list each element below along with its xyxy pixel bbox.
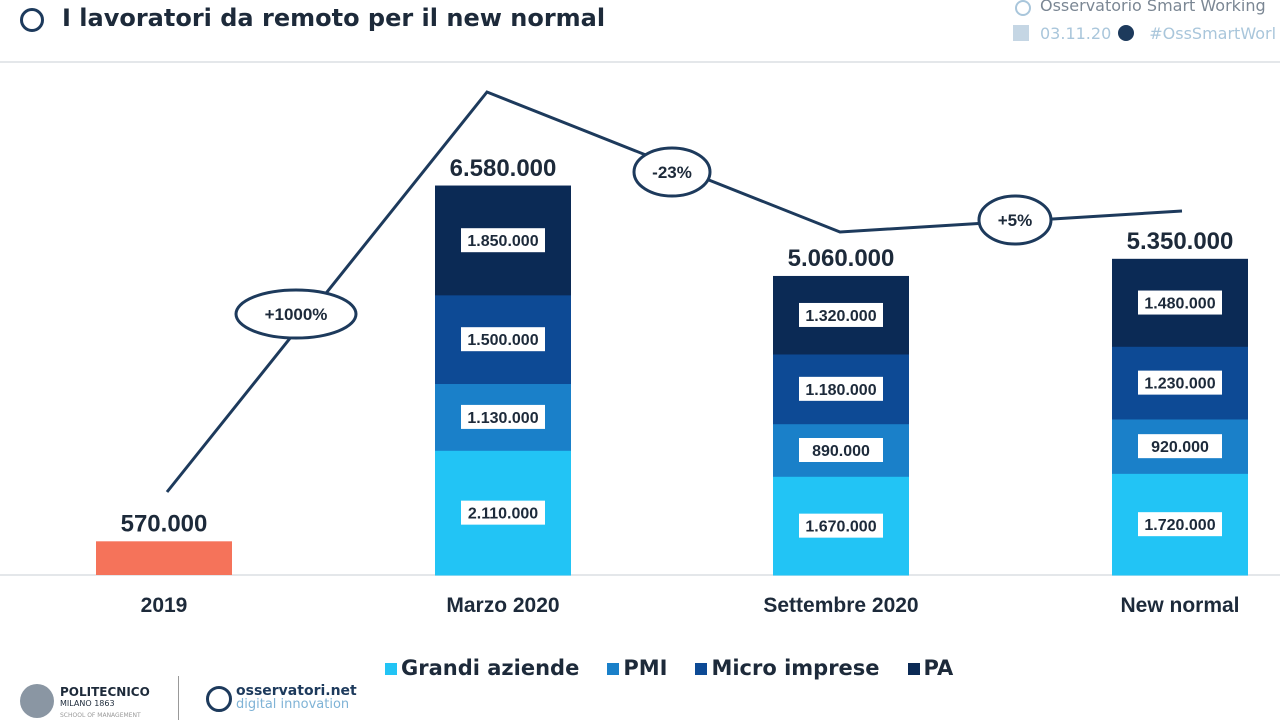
legend-item-grandi: Grandi aziende — [385, 656, 579, 680]
logo1-sub2: SCHOOL OF MANAGEMENT — [60, 712, 141, 719]
data-label-box — [461, 327, 545, 352]
data-label: 1.720.000 — [1144, 517, 1215, 534]
data-label: 1.670.000 — [805, 519, 876, 536]
logo2-sub: digital innovation — [236, 697, 350, 712]
data-label-box — [799, 438, 883, 463]
twitter-icon — [1118, 25, 1134, 41]
total-label: 6.580.000 — [450, 155, 557, 182]
logo1-sub: MILANO 1863 — [60, 699, 115, 708]
data-label: 1.180.000 — [805, 382, 876, 399]
growth-label: -23% — [652, 163, 692, 182]
x-tick-label: Marzo 2020 — [446, 594, 559, 617]
data-label-box — [799, 376, 883, 401]
data-label-box — [1138, 370, 1222, 395]
data-label-box — [461, 500, 545, 525]
calendar-icon — [1013, 25, 1029, 41]
growth-label: +1000% — [265, 305, 328, 324]
date: 03.11.20 — [1040, 24, 1112, 43]
legend-item-micro: Micro imprese — [695, 656, 880, 680]
search-bubble-icon — [20, 8, 44, 32]
politecnico-logo — [20, 684, 54, 718]
data-label: 1.130.000 — [467, 410, 538, 427]
data-label: 2.110.000 — [468, 506, 538, 523]
legend-item-pmi: PMI — [607, 656, 667, 680]
legend: Grandi aziende PMI Micro imprese PA — [385, 656, 953, 680]
x-tick-label: Settembre 2020 — [763, 594, 918, 617]
total-label: 5.060.000 — [788, 245, 895, 272]
hashtag: #OssSmartWorl — [1149, 24, 1277, 43]
data-label: 1.480.000 — [1144, 296, 1215, 313]
data-label: 920.000 — [1151, 439, 1209, 456]
data-label-box — [1138, 434, 1222, 459]
bar-2019 — [96, 541, 232, 575]
growth-bubble — [234, 288, 358, 340]
data-label-box — [461, 404, 545, 429]
data-label: 890.000 — [812, 443, 870, 460]
logo-divider — [178, 676, 179, 720]
osservatori-logo-icon — [206, 686, 232, 712]
data-label: 1.230.000 — [1144, 376, 1215, 393]
data-label-box — [461, 228, 545, 253]
growth-label: +5% — [998, 211, 1033, 230]
data-label-box — [799, 513, 883, 538]
data-label: 1.850.000 — [467, 233, 538, 250]
observatory-name: Osservatorio Smart Working — [1040, 0, 1266, 15]
x-tick-label: New normal — [1120, 594, 1239, 617]
logo1-name: POLITECNICO — [60, 685, 150, 699]
growth-bubble — [977, 194, 1053, 246]
x-tick-label: 2019 — [141, 594, 188, 617]
header-divider — [0, 61, 1280, 63]
data-label: 1.320.000 — [805, 308, 876, 325]
legend-item-pa: PA — [907, 656, 953, 680]
growth-bubble — [632, 146, 712, 198]
data-label-box — [799, 302, 883, 327]
total-label: 570.000 — [121, 510, 208, 537]
page-title: I lavoratori da remoto per il new normal — [62, 4, 606, 32]
total-label: 5.350.000 — [1127, 228, 1234, 255]
data-label-box — [1138, 512, 1222, 537]
observatory-icon — [1015, 0, 1031, 16]
data-label: 1.500.000 — [467, 332, 538, 349]
data-label-box — [1138, 290, 1222, 315]
logo2-name: osservatori.net — [236, 683, 357, 699]
